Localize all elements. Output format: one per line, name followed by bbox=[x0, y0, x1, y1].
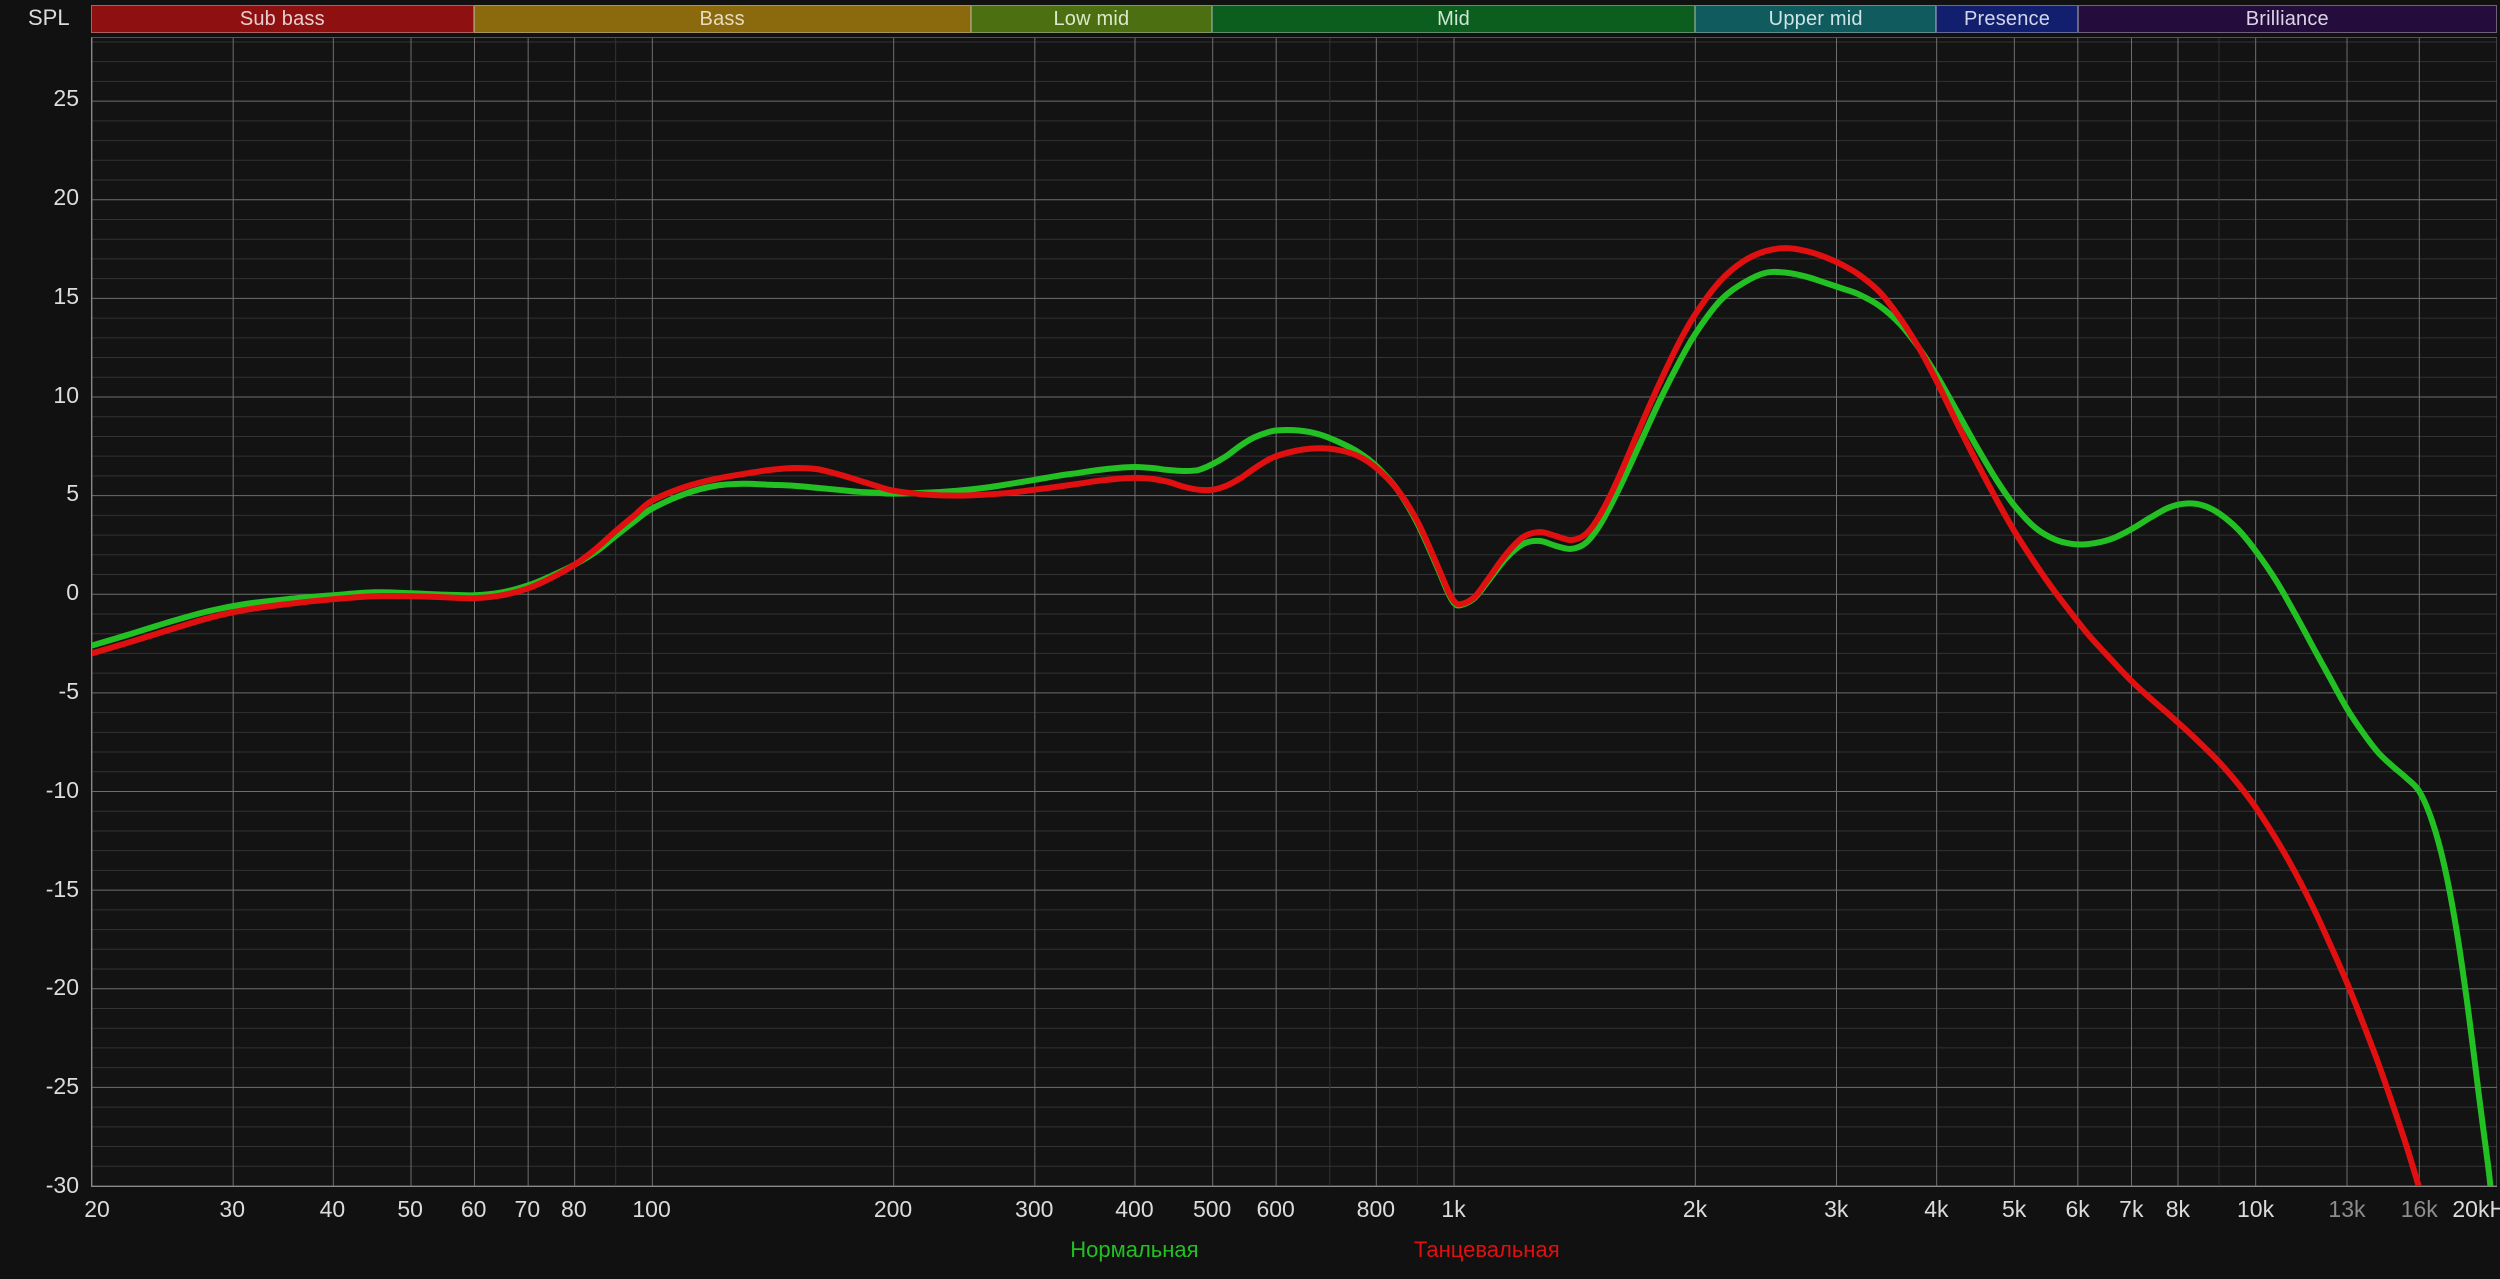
plot-area bbox=[91, 37, 2497, 1187]
x-tick-label: 30 bbox=[219, 1196, 246, 1222]
band-bass[interactable]: Bass bbox=[473, 5, 971, 33]
band-label: Mid bbox=[1437, 8, 1470, 30]
x-tick-label: 10k bbox=[2237, 1196, 2275, 1222]
y-tick-label: -15 bbox=[45, 875, 79, 902]
y-tick-label: 15 bbox=[53, 282, 79, 309]
band-label: Low mid bbox=[1053, 8, 1130, 30]
x-tick-label: 50 bbox=[397, 1196, 423, 1222]
x-tick-label: 2k bbox=[1682, 1196, 1708, 1222]
x-tick-label: 500 bbox=[1192, 1196, 1232, 1222]
x-tick-label: 16k bbox=[2400, 1196, 2438, 1222]
y-tick-label: 0 bbox=[66, 579, 79, 606]
y-axis-title: SPL bbox=[28, 5, 70, 30]
band-label: Upper mid bbox=[1768, 8, 1863, 30]
curve-green bbox=[92, 268, 2494, 1186]
y-tick-label: -20 bbox=[45, 974, 79, 1001]
x-tick-label: 4k bbox=[1924, 1196, 1949, 1222]
x-tick-label: 100 bbox=[632, 1196, 671, 1222]
x-tick-label: 400 bbox=[1115, 1196, 1154, 1222]
x-tick-label: 20 bbox=[84, 1196, 110, 1222]
y-tick-label: -25 bbox=[45, 1073, 79, 1100]
legend-item-2[interactable]: Танцевальная bbox=[1413, 1237, 1560, 1262]
band-presence[interactable]: Presence bbox=[1936, 5, 2078, 33]
grid-lines bbox=[92, 38, 2497, 1186]
x-tick-label: 200 bbox=[873, 1196, 913, 1222]
band-upper-mid[interactable]: Upper mid bbox=[1695, 5, 1937, 33]
legend-item-1[interactable]: Нормальная bbox=[1070, 1237, 1199, 1262]
y-tick-label: 10 bbox=[53, 381, 79, 408]
x-tick-label: 800 bbox=[1356, 1196, 1396, 1222]
y-tick-label: 20 bbox=[53, 184, 79, 211]
x-tick-label: 13k bbox=[2328, 1196, 2366, 1222]
y-tick-label: 5 bbox=[66, 480, 79, 507]
x-tick-label: 7k bbox=[2119, 1196, 2144, 1222]
x-tick-label: 1k bbox=[1441, 1196, 1466, 1222]
band-label: Presence bbox=[1963, 8, 2051, 30]
y-tick-label: 25 bbox=[53, 85, 79, 112]
x-tick-label: 3k bbox=[1824, 1196, 1849, 1222]
frequency-band-strip: Sub bass Bass Low mid Mid Upper mid Presence B… bbox=[0, 5, 2500, 33]
x-tick-label: 300 bbox=[1015, 1196, 1054, 1222]
series-curves bbox=[92, 245, 2494, 1186]
x-tick-label: 5k bbox=[2001, 1196, 2027, 1222]
x-tick-label: 40 bbox=[319, 1196, 346, 1222]
band-mid[interactable]: Mid bbox=[1212, 5, 1695, 33]
x-tick-label: 80 bbox=[561, 1196, 587, 1222]
band-label: Sub bass bbox=[239, 8, 325, 30]
y-tick-label: -30 bbox=[45, 1172, 79, 1198]
x-tick-label: 600 bbox=[1256, 1196, 1295, 1222]
x-tick-label: 20kHz bbox=[2452, 1196, 2500, 1222]
y-tick-label: -5 bbox=[58, 678, 79, 704]
band-label: Brilliance bbox=[2245, 8, 2329, 30]
band-low-mid[interactable]: Low mid bbox=[970, 5, 1213, 33]
x-tick-label: 6k bbox=[2065, 1196, 2090, 1222]
band-sub-bass[interactable]: Sub bass bbox=[91, 5, 474, 33]
y-tick-label: -10 bbox=[45, 776, 79, 803]
x-tick-label: 60 bbox=[460, 1196, 487, 1222]
x-tick-label: 8k bbox=[2165, 1196, 2190, 1222]
curve-red bbox=[92, 245, 2422, 1186]
band-label: Bass bbox=[699, 8, 745, 30]
x-tick-label: 70 bbox=[514, 1196, 541, 1222]
band-brilliance[interactable]: Brilliance bbox=[2077, 5, 2497, 33]
